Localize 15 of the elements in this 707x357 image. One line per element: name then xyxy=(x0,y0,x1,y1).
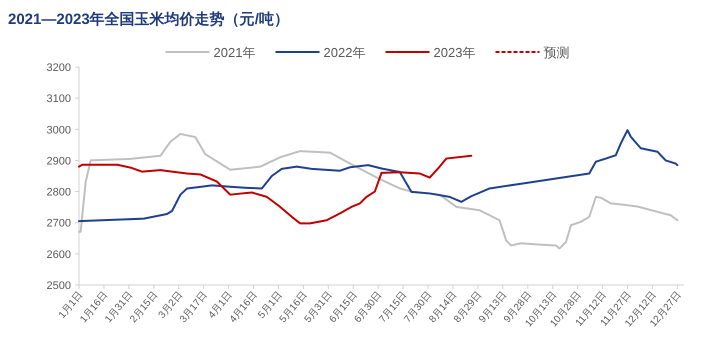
legend-label: 预测 xyxy=(544,45,570,60)
y-tick-label: 3100 xyxy=(46,93,71,106)
y-tick-label: 2500 xyxy=(46,280,71,292)
legend-label: 2021年 xyxy=(214,45,256,60)
y-tick-label: 2600 xyxy=(46,248,71,261)
y-tick-label: 2800 xyxy=(46,186,71,199)
legend-label: 2022年 xyxy=(324,45,366,60)
y-tick-label: 3000 xyxy=(46,124,71,136)
chart-title: 2021—2023年全国玉米均价走势（元/吨） xyxy=(8,11,289,28)
line-series xyxy=(78,132,678,250)
y-tick-label: 2900 xyxy=(46,155,71,168)
line-series xyxy=(78,154,472,224)
y-tick-label: 2700 xyxy=(46,218,71,230)
legend-label: 2023年 xyxy=(434,45,476,60)
y-tick-label: 3200 xyxy=(46,62,71,74)
